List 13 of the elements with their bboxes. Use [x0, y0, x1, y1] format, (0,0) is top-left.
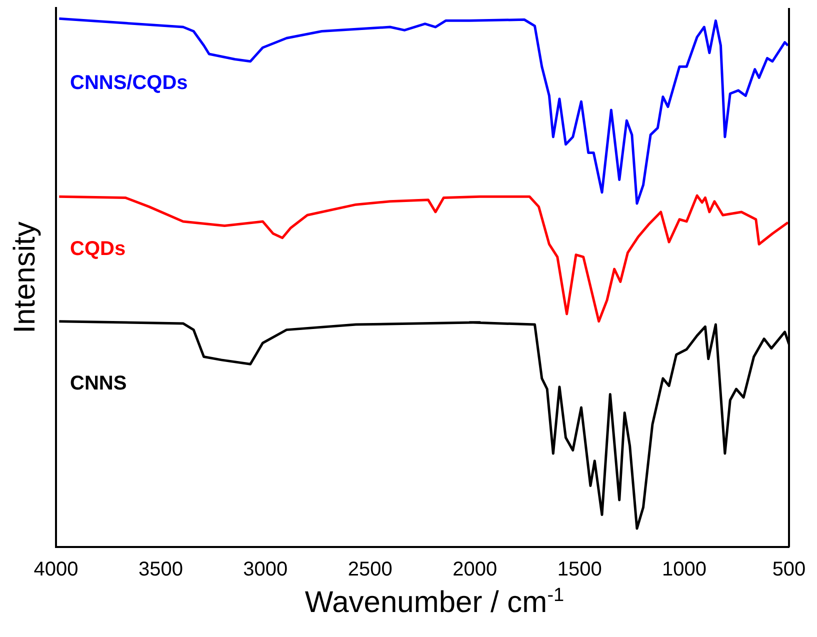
x-tick-label: 1000: [662, 558, 707, 581]
x-axis-title: Wavenumber / cm$^{-1}$: [304, 585, 566, 620]
x-tick-label: 2500: [348, 558, 392, 581]
x-tick-label: 3000: [243, 558, 288, 581]
x-tick-label: 500: [772, 558, 806, 581]
series-label: CQDs: [70, 238, 126, 260]
y-axis-title: Intensity: [8, 222, 42, 334]
x-tick-label: 1500: [557, 558, 602, 581]
x-tick-label: 4000: [34, 558, 78, 581]
x-tick-label: 2000: [452, 558, 498, 581]
text: CNNS: [70, 372, 127, 394]
series-label: CNNS/CQDs: [70, 72, 188, 94]
x-tick-label: 3500: [138, 558, 183, 581]
